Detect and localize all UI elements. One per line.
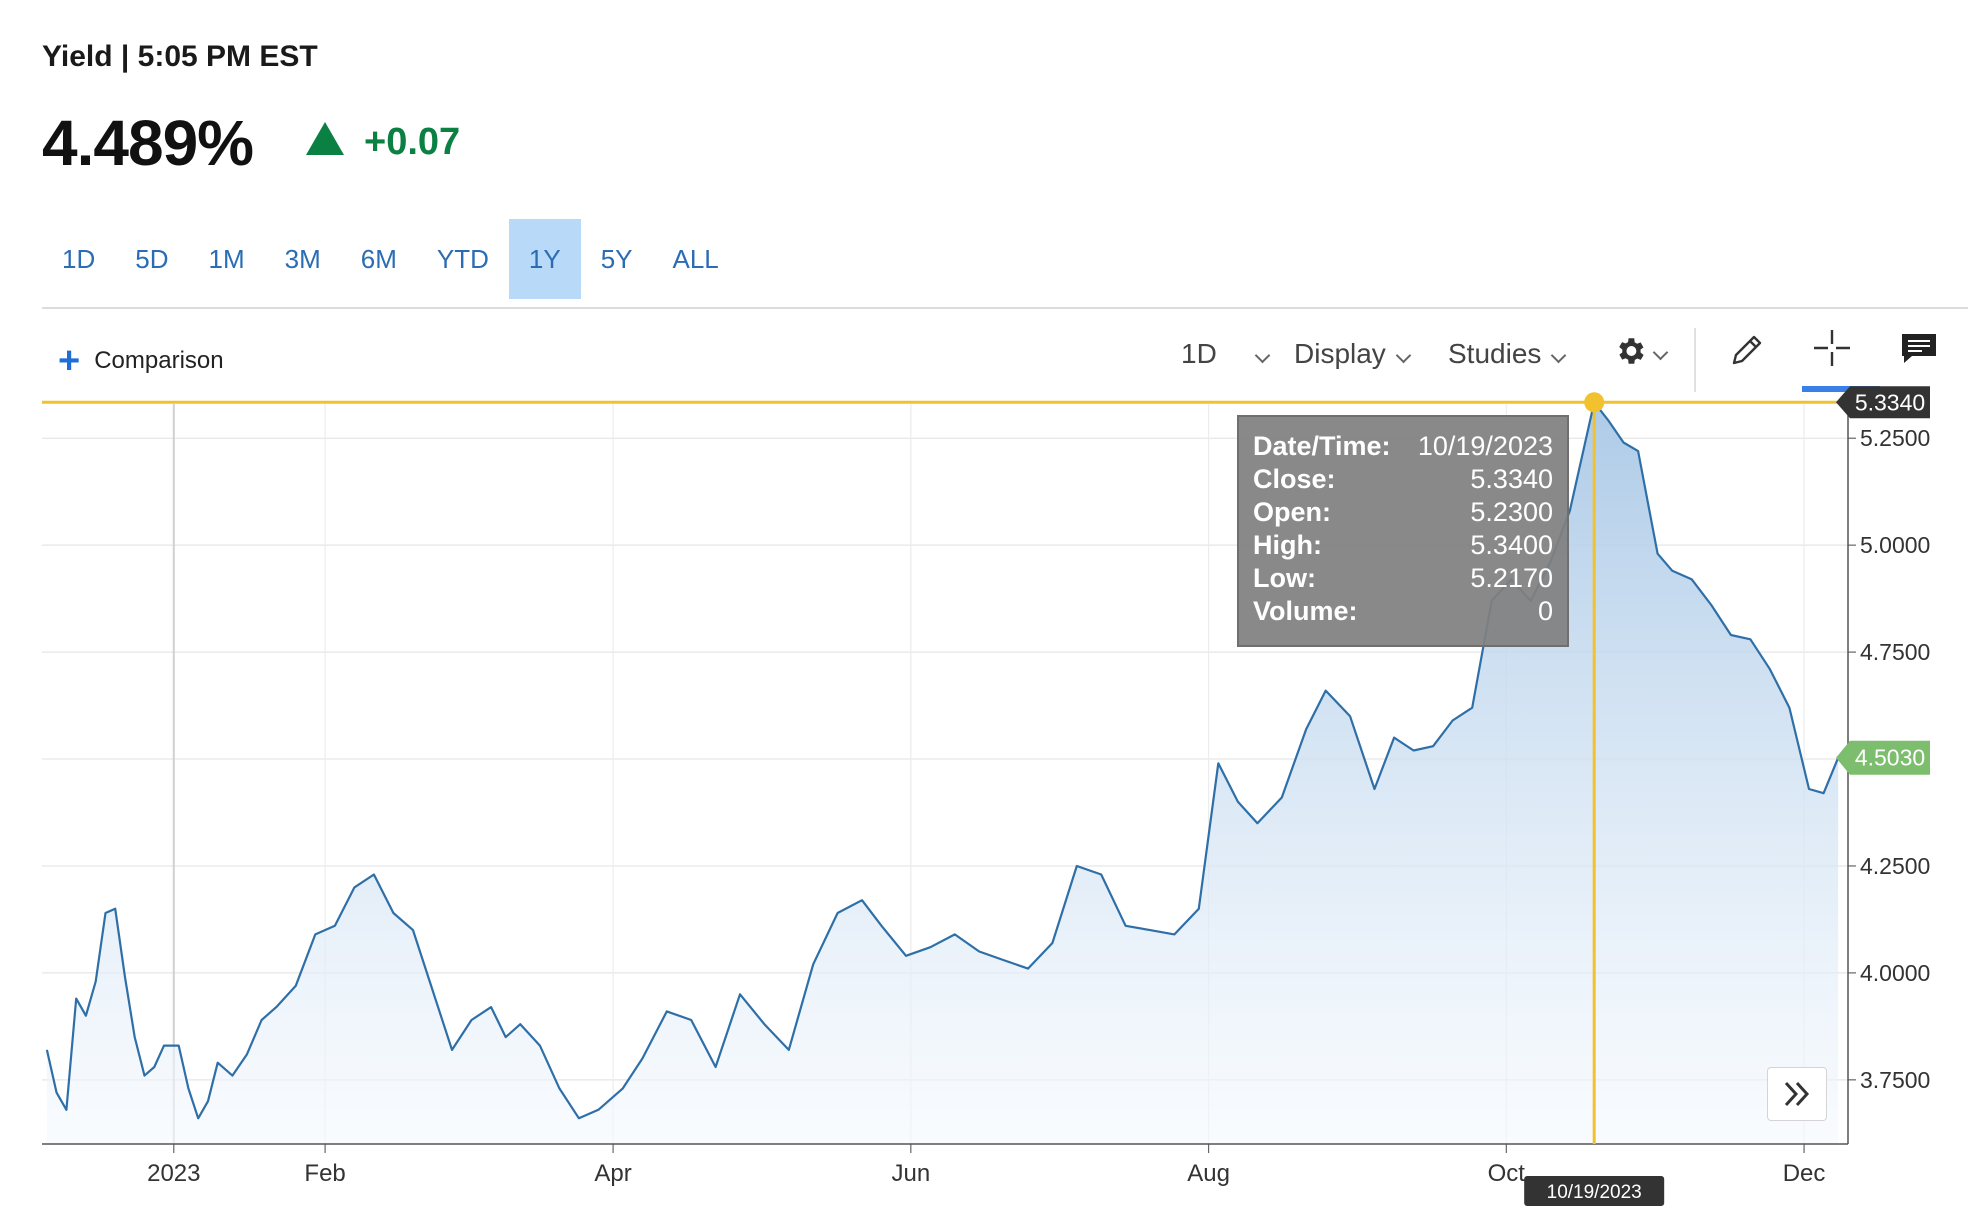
last-price-badge <box>1836 740 1930 775</box>
studies-dropdown[interactable]: Studies <box>1448 338 1567 370</box>
tooltip-key: High: <box>1253 530 1322 560</box>
tab-1y[interactable]: 1Y <box>508 219 581 299</box>
plot-area <box>45 401 1840 1144</box>
tooltip-key: Close: <box>1253 464 1336 494</box>
data-tooltip: Date/Time: 10/19/2023 Close: 5.3340 Open: 5… <box>1237 415 1569 647</box>
crosshair-point <box>1584 392 1605 413</box>
up-triangle-icon <box>306 122 344 155</box>
pencil-icon <box>1732 335 1762 365</box>
crosshair-button[interactable] <box>1812 328 1852 368</box>
tooltip-key: Open: <box>1253 497 1331 527</box>
tooltip-key: Date/Time: <box>1253 431 1391 461</box>
x-tick-label: Feb <box>304 1160 345 1187</box>
series-area <box>46 402 1839 1144</box>
crosshair-icon <box>1814 330 1850 366</box>
yield-change: +0.07 <box>364 121 461 163</box>
x-tick-label: Dec <box>1783 1160 1826 1187</box>
tab-6m[interactable]: 6M <box>360 244 397 274</box>
tooltip-value: 5.2170 <box>1470 563 1553 593</box>
x-tick-label: Oct <box>1488 1160 1526 1187</box>
current-yield: 4.489% <box>42 107 254 179</box>
x-tick-label: Apr <box>594 1160 631 1187</box>
last-price-label: 4.5030 <box>1855 745 1925 771</box>
tooltip-value: 10/19/2023 <box>1417 431 1553 461</box>
crosshair-date-label: 10/19/2023 <box>1547 1182 1642 1203</box>
y-tick-label: 3.7500 <box>1860 1067 1930 1093</box>
display-label: Display <box>1294 338 1386 369</box>
comment-icon <box>1902 334 1936 363</box>
tab-5y[interactable]: 5Y <box>600 244 633 274</box>
comments-button[interactable] <box>1900 332 1938 366</box>
crosshair-date-badge <box>1524 1176 1665 1206</box>
toolbar-divider <box>1694 328 1696 392</box>
interval-label: 1D <box>1181 338 1217 369</box>
y-tick-label: 4.0000 <box>1860 960 1930 986</box>
tooltip-value: 5.3400 <box>1470 530 1553 560</box>
y-tick-label: 4.2500 <box>1860 853 1930 879</box>
page-title: Yield | 5:05 PM EST <box>42 40 318 73</box>
tab-3m[interactable]: 3M <box>284 244 321 274</box>
tooltip-value: 5.3340 <box>1470 464 1553 494</box>
draw-button[interactable] <box>1726 330 1766 370</box>
double-chevron-right-icon <box>1784 1081 1810 1107</box>
tab-all[interactable]: ALL <box>672 244 719 274</box>
crosshair-value-label: 5.3340 <box>1855 389 1925 415</box>
settings-dropdown[interactable] <box>1613 334 1669 368</box>
plus-icon: + <box>58 340 81 382</box>
tooltip-value: 5.2300 <box>1470 497 1553 527</box>
crosshair-active-indicator <box>1802 386 1880 392</box>
comparison-button[interactable]: + Comparison <box>58 340 224 382</box>
y-tick-label: 5.0000 <box>1860 532 1930 558</box>
y-tick-label: 4.7500 <box>1860 639 1930 665</box>
studies-label: Studies <box>1448 338 1542 369</box>
interval-dropdown[interactable]: 1D <box>1181 338 1271 370</box>
tab-1m[interactable]: 1M <box>208 244 245 274</box>
scroll-right-button[interactable] <box>1767 1067 1827 1121</box>
tab-1d[interactable]: 1D <box>62 244 96 274</box>
crosshair-value-badge <box>1836 386 1930 419</box>
tooltip-key: Low: <box>1253 563 1316 593</box>
axes: 5.25005.00004.75004.50004.25004.00003.75… <box>42 404 1930 1187</box>
x-tick-label: Jun <box>891 1160 930 1187</box>
tooltip-value: 0 <box>1537 596 1553 626</box>
tab-ytd[interactable]: YTD <box>436 244 489 274</box>
x-tick-label: Aug <box>1187 1160 1230 1187</box>
tab-5d[interactable]: 5D <box>135 244 169 274</box>
x-tick-label: 2023 <box>147 1160 200 1187</box>
y-tick-label: 5.2500 <box>1860 425 1930 451</box>
divider <box>42 307 1968 309</box>
display-dropdown[interactable]: Display <box>1294 338 1412 370</box>
range-tabs: 1D 5D 1M 3M 6M YTD 1Y 5Y ALL <box>42 219 739 299</box>
comparison-label: Comparison <box>94 347 224 374</box>
tooltip-key: Volume: <box>1253 596 1358 626</box>
gear-icon <box>1619 338 1644 364</box>
